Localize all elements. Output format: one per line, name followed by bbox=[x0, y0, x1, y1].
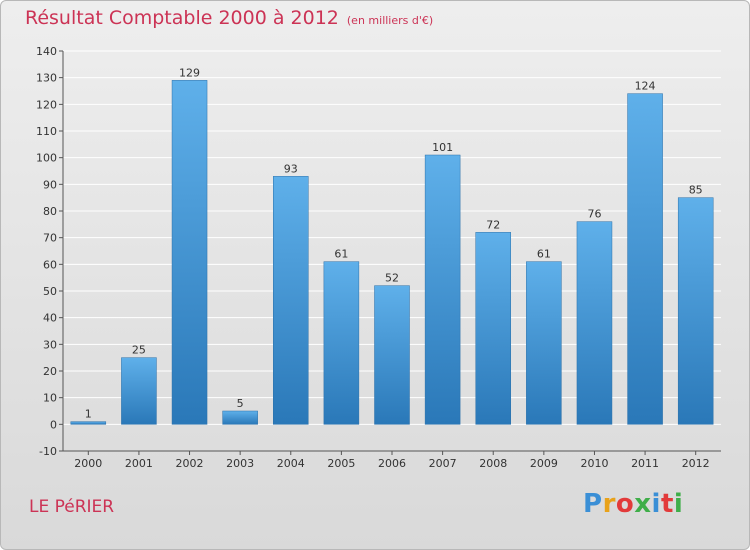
x-tick-labels: 2000 2001 2002 2003 2004 2005 2006 2007 2008 2009… bbox=[74, 457, 709, 470]
bar-2009 bbox=[526, 261, 562, 425]
y-tick-label: 50 bbox=[43, 285, 57, 298]
value-label-2008: 72 bbox=[486, 218, 500, 231]
value-labels: 1 25 129 5 93 61 52 101 72 61 76 124 85 bbox=[85, 66, 703, 420]
x-tick-label-2002: 2002 bbox=[176, 457, 204, 470]
value-label-2003: 5 bbox=[237, 397, 244, 410]
logo-letter: t bbox=[660, 489, 674, 519]
x-tick-label-2000: 2000 bbox=[74, 457, 102, 470]
value-label-2001: 25 bbox=[132, 344, 146, 357]
value-label-2002: 129 bbox=[179, 66, 200, 79]
chart-unit: (en milliers d'€) bbox=[346, 14, 434, 27]
x-tick-label-2004: 2004 bbox=[277, 457, 305, 470]
y-tick-label: 120 bbox=[36, 98, 57, 111]
x-tick-label-2006: 2006 bbox=[378, 457, 406, 470]
value-label-2010: 76 bbox=[587, 208, 601, 221]
logo-letter: r bbox=[602, 489, 616, 519]
bar-2010 bbox=[576, 221, 613, 425]
y-tick-label: 20 bbox=[43, 365, 57, 378]
logo-letter: i bbox=[673, 489, 684, 519]
value-label-2009: 61 bbox=[537, 248, 551, 261]
logo-letter: x bbox=[634, 489, 652, 519]
y-tick-label: 90 bbox=[43, 178, 57, 191]
x-tick-label-2011: 2011 bbox=[631, 457, 659, 470]
x-tick-label-2008: 2008 bbox=[479, 457, 507, 470]
value-label-2000: 1 bbox=[85, 408, 92, 421]
logo-letter: i bbox=[651, 489, 661, 519]
value-label-2011: 124 bbox=[635, 80, 656, 93]
bars bbox=[70, 80, 714, 425]
bar-2008 bbox=[475, 232, 511, 425]
proxiti-logo: Proxiti bbox=[583, 489, 683, 519]
y-tick-label: 60 bbox=[43, 258, 57, 271]
y-tick-labels: -10 0 10 20 30 40 50 60 70 80 90 100 110 120 130 140 bbox=[36, 45, 57, 458]
bar-2004 bbox=[273, 176, 309, 425]
place-name: LE PéRIER bbox=[29, 497, 115, 517]
y-tick-label: 30 bbox=[43, 338, 57, 351]
y-tick-label: 140 bbox=[36, 45, 57, 58]
bar-2003 bbox=[222, 410, 258, 425]
x-tick-label-2012: 2012 bbox=[682, 457, 710, 470]
value-label-2005: 61 bbox=[334, 248, 348, 261]
bar-2007 bbox=[424, 154, 461, 425]
bar-2000 bbox=[70, 421, 107, 425]
bar-2011 bbox=[627, 93, 663, 425]
y-tick-label: 10 bbox=[43, 392, 57, 405]
x-tick-label-2003: 2003 bbox=[226, 457, 254, 470]
logo-letter: P bbox=[583, 489, 603, 519]
x-tick-label-2007: 2007 bbox=[429, 457, 457, 470]
y-tick-label: 70 bbox=[43, 232, 57, 245]
x-tick-label-2001: 2001 bbox=[125, 457, 153, 470]
x-tick-label-2010: 2010 bbox=[580, 457, 608, 470]
y-tick-label: 100 bbox=[36, 152, 57, 165]
bar-2012 bbox=[677, 197, 714, 425]
bar-2002 bbox=[171, 80, 208, 425]
y-tick-label: 80 bbox=[43, 205, 57, 218]
y-tick-label: 130 bbox=[36, 72, 57, 85]
value-label-2012: 85 bbox=[689, 184, 703, 197]
y-tick-label: -10 bbox=[39, 445, 57, 458]
chart-title: Résultat Comptable 2000 à 2012 (en millie… bbox=[25, 7, 433, 29]
x-tick-label-2005: 2005 bbox=[327, 457, 355, 470]
y-tick-label: 110 bbox=[36, 125, 57, 138]
y-tick-label: 40 bbox=[43, 312, 57, 325]
bar-2001 bbox=[121, 357, 157, 425]
value-label-2006: 52 bbox=[385, 272, 399, 285]
logo-letter: o bbox=[615, 489, 635, 519]
bar-2005 bbox=[323, 261, 360, 425]
chart-title-text: Résultat Comptable 2000 à 2012 bbox=[25, 7, 339, 29]
axes bbox=[59, 50, 721, 455]
y-tick-label: 0 bbox=[50, 418, 57, 431]
x-tick-label-2009: 2009 bbox=[530, 457, 558, 470]
value-label-2004: 93 bbox=[284, 162, 298, 175]
value-label-2007: 101 bbox=[432, 141, 453, 154]
bar-2006 bbox=[374, 285, 410, 425]
